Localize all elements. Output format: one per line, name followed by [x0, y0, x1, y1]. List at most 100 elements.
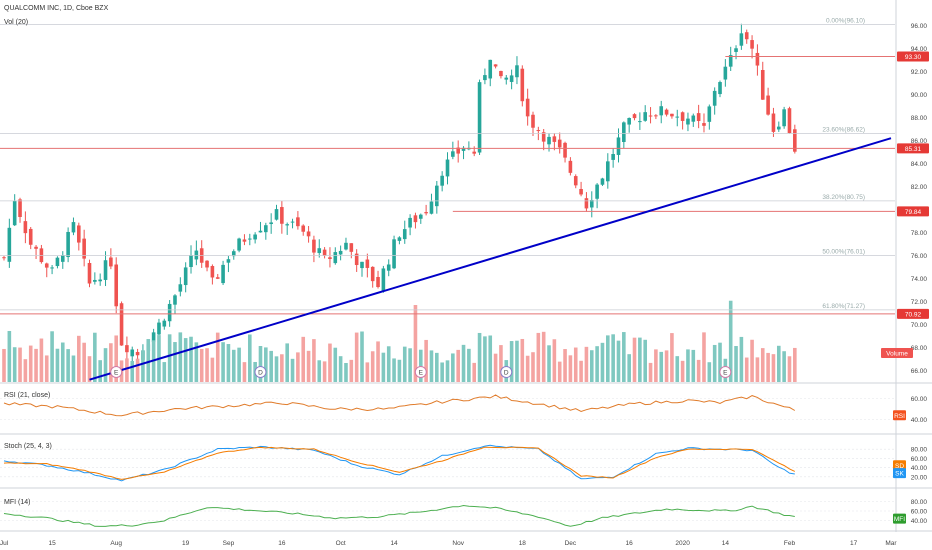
candle-body[interactable] — [793, 129, 797, 152]
candle-body[interactable] — [525, 98, 530, 117]
candle-body[interactable] — [354, 253, 359, 266]
candle-body[interactable] — [328, 257, 332, 259]
candle-body[interactable] — [547, 136, 551, 145]
candle-body[interactable] — [680, 112, 685, 121]
candle-body[interactable] — [531, 114, 535, 128]
candle-body[interactable] — [541, 132, 546, 142]
candle-body[interactable] — [552, 136, 557, 142]
candle-body[interactable] — [696, 113, 701, 122]
candle-body[interactable] — [445, 159, 450, 177]
candle-body[interactable] — [723, 66, 728, 80]
candle-body[interactable] — [44, 263, 49, 268]
candle-body[interactable] — [515, 65, 519, 78]
candle-body[interactable] — [301, 225, 306, 232]
candle-body[interactable] — [87, 262, 92, 284]
candle-body[interactable] — [638, 121, 642, 123]
candle-body[interactable] — [418, 214, 423, 219]
candle-body[interactable] — [12, 200, 17, 226]
candle-body[interactable] — [600, 178, 605, 185]
candle-body[interactable] — [370, 266, 375, 282]
candle-body[interactable] — [28, 228, 33, 245]
candle-body[interactable] — [274, 209, 279, 220]
candle-body[interactable] — [509, 75, 514, 82]
candle-body[interactable] — [381, 268, 386, 292]
candle-body[interactable] — [573, 176, 578, 186]
candle-body[interactable] — [242, 239, 247, 242]
candle-body[interactable] — [488, 59, 493, 79]
candle-body[interactable] — [392, 239, 396, 269]
candle-body[interactable] — [728, 55, 733, 67]
candle-body[interactable] — [205, 260, 209, 268]
candle-body[interactable] — [424, 212, 428, 214]
candle-body[interactable] — [77, 225, 81, 243]
candle-body[interactable] — [167, 303, 172, 322]
candle-body[interactable] — [183, 267, 188, 286]
candle-body[interactable] — [82, 238, 86, 259]
candle-body[interactable] — [135, 351, 140, 356]
candle-body[interactable] — [290, 221, 295, 223]
candle-body[interactable] — [584, 198, 589, 209]
candle-body[interactable] — [296, 217, 300, 227]
candle-body[interactable] — [643, 112, 648, 121]
candle-body[interactable] — [595, 184, 599, 199]
candle-body[interactable] — [659, 106, 664, 116]
candle-body[interactable] — [776, 126, 781, 130]
candle-body[interactable] — [477, 82, 482, 153]
candle-body[interactable] — [750, 40, 754, 49]
candle-body[interactable] — [237, 238, 241, 251]
candle-body[interactable] — [18, 199, 22, 217]
candle-body[interactable] — [611, 154, 615, 160]
candle-body[interactable] — [376, 276, 380, 288]
candle-body[interactable] — [210, 266, 215, 278]
candle-body[interactable] — [648, 115, 653, 117]
candle-body[interactable] — [264, 225, 268, 233]
candle-body[interactable] — [386, 264, 391, 271]
candle-body[interactable] — [306, 231, 311, 237]
candle-body[interactable] — [787, 108, 792, 134]
event-marker-dividend[interactable] — [254, 366, 267, 378]
candle-body[interactable] — [365, 259, 370, 268]
candle-body[interactable] — [755, 52, 760, 66]
candle-body[interactable] — [285, 224, 289, 226]
candle-body[interactable] — [231, 251, 236, 257]
candle-body[interactable] — [397, 237, 402, 241]
candle-body[interactable] — [349, 243, 354, 252]
candle-body[interactable] — [312, 239, 316, 253]
candle-body[interactable] — [766, 95, 770, 115]
candle-body[interactable] — [258, 230, 263, 233]
candle-body[interactable] — [627, 118, 631, 125]
event-marker-earnings[interactable] — [110, 366, 123, 378]
candle-body[interactable] — [771, 113, 776, 132]
candle-body[interactable] — [744, 32, 749, 40]
candle-body[interactable] — [589, 199, 594, 208]
candle-body[interactable] — [435, 185, 439, 207]
candle-body[interactable] — [333, 252, 338, 264]
candle-body[interactable] — [157, 322, 161, 335]
candle-body[interactable] — [712, 90, 717, 106]
candle-body[interactable] — [483, 75, 487, 81]
candle-body[interactable] — [782, 109, 786, 127]
candle-body[interactable] — [103, 260, 108, 280]
candle-body[interactable] — [616, 137, 621, 155]
candle-body[interactable] — [253, 234, 257, 240]
candle-body[interactable] — [93, 279, 97, 282]
candle-body[interactable] — [221, 264, 225, 284]
candle-body[interactable] — [322, 249, 327, 256]
candle-body[interactable] — [499, 70, 503, 77]
candle-body[interactable] — [504, 77, 509, 80]
candle-body[interactable] — [125, 345, 129, 353]
candle-body[interactable] — [563, 142, 567, 158]
candle-body[interactable] — [691, 115, 696, 122]
candle-body[interactable] — [317, 248, 322, 254]
candle-body[interactable] — [536, 130, 541, 132]
event-marker-dividend[interactable] — [500, 366, 513, 378]
candle-body[interactable] — [739, 33, 744, 46]
candle-body[interactable] — [408, 217, 412, 228]
candle-body[interactable] — [670, 113, 674, 117]
candle-body[interactable] — [734, 48, 738, 52]
candle-body[interactable] — [429, 201, 434, 214]
candle-body[interactable] — [60, 255, 65, 262]
candle-body[interactable] — [226, 259, 231, 263]
candle-body[interactable] — [402, 229, 407, 240]
